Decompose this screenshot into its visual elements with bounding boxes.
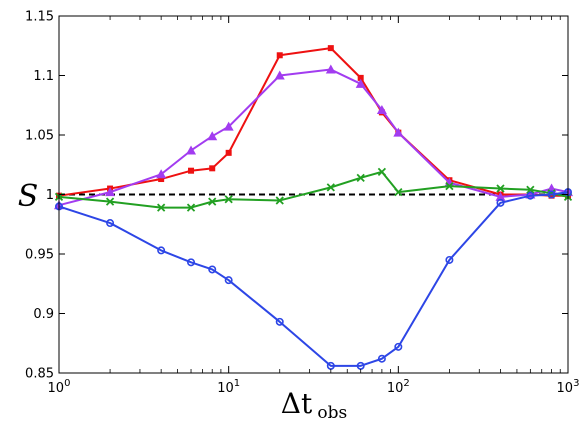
- data-point: [357, 74, 364, 81]
- data-point: [275, 317, 284, 326]
- data-point: [377, 354, 386, 363]
- series-line: [58, 47, 568, 197]
- data-point: [156, 169, 167, 179]
- data-point: [207, 131, 218, 141]
- data-point: [106, 219, 115, 228]
- y-tick-label: 1.05: [25, 129, 54, 144]
- series-line: [58, 68, 569, 207]
- data-point: [377, 167, 387, 177]
- data-point: [445, 255, 454, 264]
- data-point: [208, 265, 217, 274]
- y-tick-label: 1.1: [33, 69, 54, 84]
- data-point: [326, 183, 335, 192]
- series-line: [58, 170, 569, 209]
- data-point: [495, 191, 506, 201]
- x-axis-label: Δt obs: [281, 387, 347, 421]
- data-point: [355, 78, 366, 88]
- y-axis-label: S: [18, 179, 39, 214]
- series-2: [54, 167, 573, 212]
- data-point: [158, 176, 165, 183]
- data-point: [496, 198, 505, 207]
- data-point: [548, 192, 555, 199]
- tick-layer: 0.85 0.9 0.95 1 1.05 1.1 1.15 100 101 102 103: [25, 10, 579, 397]
- y-tick-label: 1: [46, 188, 54, 203]
- data-point: [275, 196, 284, 205]
- series-3: [54, 188, 572, 370]
- x-tick-label: 100: [48, 378, 71, 396]
- y-tick-label: 1.15: [25, 10, 54, 25]
- y-tick-label: 0.9: [33, 307, 54, 322]
- data-point: [224, 195, 233, 204]
- data-point: [274, 70, 285, 80]
- data-point: [157, 246, 166, 255]
- data-point: [224, 276, 233, 285]
- data-point: [325, 64, 336, 74]
- x-tick-label: 103: [557, 378, 580, 396]
- data-point: [394, 187, 403, 197]
- data-point: [393, 127, 404, 137]
- data-point: [225, 149, 232, 156]
- data-point: [327, 45, 334, 52]
- data-point: [394, 342, 403, 351]
- series-line: [58, 191, 569, 367]
- data-point: [547, 190, 556, 199]
- data-point: [186, 145, 197, 155]
- x-tick-label: 102: [387, 378, 410, 396]
- data-point: [157, 203, 166, 212]
- x-axis-label-subscript: obs: [317, 403, 347, 421]
- data-point: [208, 197, 217, 206]
- data-point: [496, 184, 505, 193]
- data-point: [356, 173, 365, 182]
- y-tick-label: 0.85: [25, 367, 54, 382]
- data-point: [186, 203, 196, 212]
- data-point: [445, 182, 454, 191]
- x-tick-label: 101: [217, 378, 240, 396]
- data-point: [187, 258, 196, 267]
- y-tick-label: 0.95: [25, 248, 54, 263]
- data-point: [526, 185, 535, 194]
- data-point: [209, 165, 216, 172]
- data-point: [105, 187, 116, 197]
- x-axis-label-main: Δt: [281, 387, 313, 420]
- data-point: [376, 105, 387, 115]
- data-point: [105, 197, 115, 206]
- data-point: [188, 167, 195, 174]
- data-point: [526, 191, 535, 200]
- data-point: [223, 121, 234, 131]
- data-point: [276, 52, 283, 59]
